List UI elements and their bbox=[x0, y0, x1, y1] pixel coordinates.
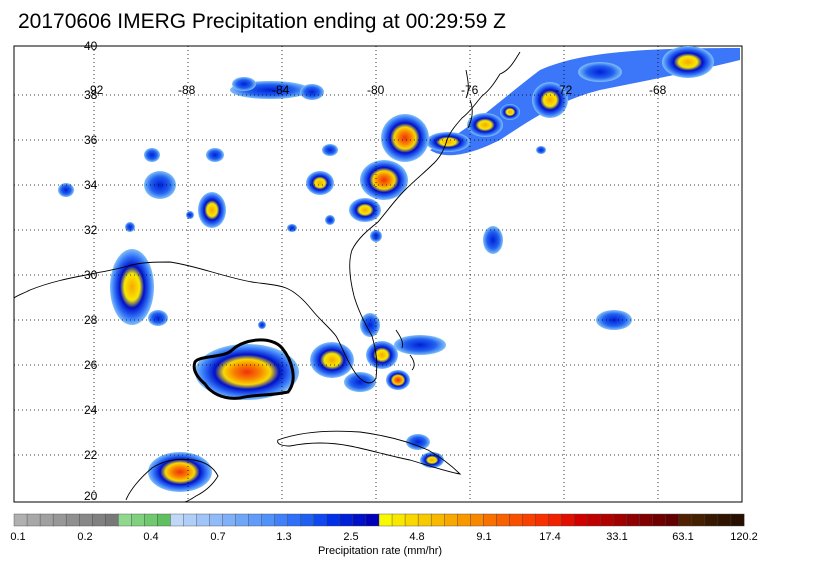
colorbar-swatch bbox=[443, 513, 458, 527]
lat-label: 32 bbox=[84, 223, 98, 237]
colorbar-tick-label: 33.1 bbox=[606, 531, 627, 543]
colorbar-tick-label: 0.7 bbox=[210, 531, 225, 543]
colorbar-swatch bbox=[417, 513, 432, 527]
colorbar-swatch bbox=[600, 513, 615, 527]
colorbar-tick-label: 1.3 bbox=[276, 531, 291, 543]
graticule bbox=[14, 46, 742, 502]
colorbar-swatch bbox=[365, 513, 380, 527]
colorbar-swatch bbox=[678, 513, 693, 527]
colorbar-swatch bbox=[561, 513, 575, 527]
colorbar-tick-label: 120.2 bbox=[730, 531, 758, 543]
colorbar-swatch bbox=[92, 513, 106, 527]
colorbar-swatch bbox=[287, 513, 302, 527]
colorbar-swatch bbox=[730, 513, 745, 527]
colorbar-swatch bbox=[300, 513, 315, 527]
colorbar bbox=[13, 513, 745, 527]
colorbar-swatch bbox=[170, 513, 184, 527]
colorbar-tick-label: 63.1 bbox=[672, 531, 693, 543]
lon-label: -80 bbox=[367, 83, 385, 97]
lon-label: -68 bbox=[649, 83, 667, 97]
colorbar-swatch bbox=[26, 513, 41, 527]
colorbar-swatch bbox=[391, 513, 406, 527]
lat-label: 38 bbox=[84, 88, 98, 102]
colorbar-swatch bbox=[131, 513, 145, 527]
colorbar-swatch bbox=[574, 513, 588, 527]
colorbar-swatch bbox=[535, 513, 549, 527]
lon-label: -72 bbox=[555, 83, 573, 97]
colorbar-swatch bbox=[587, 513, 602, 527]
lat-label: 34 bbox=[84, 178, 98, 192]
colorbar-tick-label: 17.4 bbox=[539, 531, 560, 543]
colorbar-tick-label: 0.1 bbox=[10, 531, 25, 543]
colorbar-swatch bbox=[548, 513, 562, 527]
colorbar-swatch bbox=[78, 513, 93, 527]
colorbar-swatch bbox=[209, 513, 223, 527]
colorbar-swatch bbox=[430, 513, 445, 527]
colorbar-swatch bbox=[39, 513, 54, 527]
colorbar-swatch bbox=[470, 513, 484, 527]
colorbar-swatch bbox=[196, 513, 210, 527]
lat-label: 28 bbox=[84, 313, 98, 327]
colorbar-swatch bbox=[13, 513, 28, 527]
colorbar-swatch bbox=[626, 513, 641, 527]
colorbar-swatch bbox=[652, 513, 667, 527]
latitude-labels: 40 38 36 34 32 30 28 26 24 22 20 bbox=[84, 39, 98, 503]
colorbar-tick-label: 2.5 bbox=[343, 531, 358, 543]
colorbar-swatch bbox=[496, 513, 510, 527]
lat-label: 24 bbox=[84, 403, 98, 417]
colorbar-tick-label: 0.2 bbox=[77, 531, 92, 543]
lat-label: 22 bbox=[84, 448, 98, 462]
colorbar-swatch bbox=[261, 513, 276, 527]
colorbar-swatch bbox=[665, 513, 680, 527]
colorbar-swatch bbox=[704, 513, 719, 527]
colorbar-tick-label: 0.4 bbox=[143, 531, 158, 543]
colorbar-tick-label: 4.8 bbox=[409, 531, 424, 543]
colorbar-swatch bbox=[326, 513, 341, 527]
colorbar-title: Precipitation rate (mm/hr) bbox=[318, 545, 442, 557]
lon-label: -88 bbox=[178, 83, 196, 97]
colorbar-swatch bbox=[105, 513, 119, 527]
colorbar-swatch bbox=[691, 513, 706, 527]
colorbar-swatch bbox=[483, 513, 497, 527]
colorbar-labels: 0.1 0.2 0.4 0.7 1.3 2.5 4.8 9.1 17.4 33.… bbox=[10, 531, 757, 557]
lat-label: 20 bbox=[84, 489, 98, 503]
colorbar-swatch bbox=[639, 513, 654, 527]
colorbar-swatch bbox=[717, 513, 732, 527]
colorbar-swatch bbox=[404, 513, 419, 527]
lat-label: 30 bbox=[84, 268, 98, 282]
lat-label: 26 bbox=[84, 358, 98, 372]
colorbar-swatch bbox=[522, 513, 536, 527]
colorbar-swatch bbox=[613, 513, 628, 527]
colorbar-tick-label: 9.1 bbox=[476, 531, 491, 543]
colorbar-swatch bbox=[352, 513, 367, 527]
colorbar-swatch bbox=[65, 513, 80, 527]
longitude-labels: -92 -88 -84 -80 -76 -72 -68 bbox=[86, 83, 667, 97]
colorbar-swatch bbox=[274, 513, 289, 527]
lat-label: 36 bbox=[84, 133, 98, 147]
colorbar-swatch bbox=[378, 513, 393, 527]
colorbar-swatch bbox=[235, 513, 250, 527]
lon-label: -76 bbox=[461, 83, 479, 97]
colorbar-swatch bbox=[157, 513, 171, 527]
precipitation-cells bbox=[58, 46, 740, 492]
colorbar-swatch bbox=[248, 513, 263, 527]
colorbar-swatch bbox=[52, 513, 67, 527]
map-title: 20170606 IMERG Precipitation ending at 0… bbox=[18, 10, 506, 33]
colorbar-swatch bbox=[313, 513, 328, 527]
colorbar-swatch bbox=[457, 513, 471, 527]
colorbar-swatch bbox=[339, 513, 354, 527]
storm-outline bbox=[192, 338, 295, 400]
colorbar-swatch bbox=[144, 513, 158, 527]
colorbar-swatch bbox=[183, 513, 197, 527]
lon-label: -84 bbox=[272, 83, 290, 97]
colorbar-swatch bbox=[509, 513, 523, 527]
colorbar-swatch bbox=[222, 513, 237, 527]
colorbar-swatch bbox=[118, 513, 132, 527]
lat-label: 40 bbox=[84, 39, 98, 53]
lon-label: -92 bbox=[86, 83, 104, 97]
